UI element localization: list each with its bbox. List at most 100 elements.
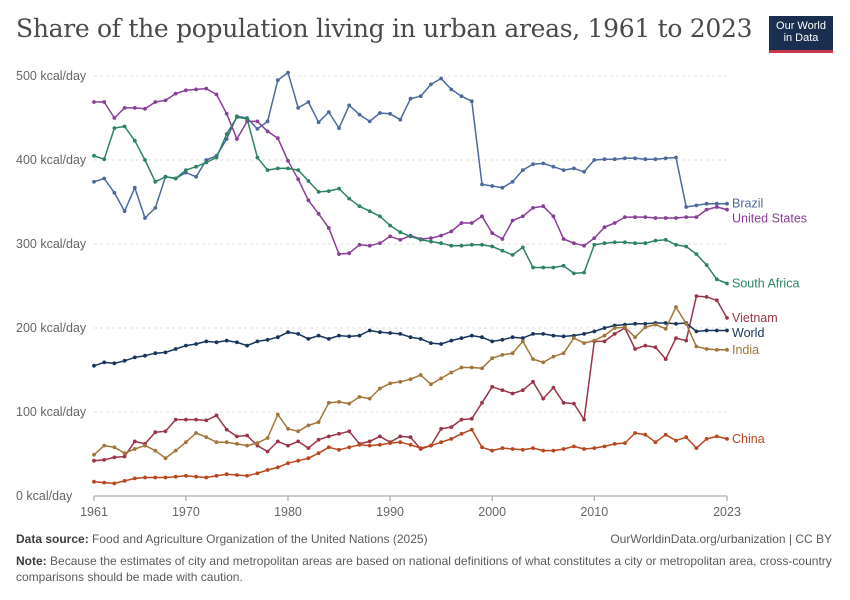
data-point-vietnam[interactable] <box>439 426 443 431</box>
data-point-brazil[interactable] <box>316 120 321 125</box>
data-point-world[interactable] <box>357 333 362 338</box>
data-point-brazil[interactable] <box>255 126 260 131</box>
data-point-world[interactable] <box>388 331 392 335</box>
data-point-india[interactable] <box>633 335 637 340</box>
data-point-brazil[interactable] <box>612 157 617 162</box>
data-point-vietnam[interactable] <box>286 443 290 448</box>
data-point-china[interactable] <box>714 434 719 439</box>
data-point-vietnam[interactable] <box>296 439 301 444</box>
data-point-china[interactable] <box>92 479 96 484</box>
data-point-brazil[interactable] <box>347 103 352 108</box>
data-point-china[interactable] <box>551 448 556 453</box>
data-point-china[interactable] <box>245 473 250 478</box>
data-point-china[interactable] <box>408 442 413 447</box>
data-point-india[interactable] <box>173 448 178 453</box>
data-point-brazil[interactable] <box>633 156 637 161</box>
data-point-brazil[interactable] <box>408 96 413 101</box>
data-point-united-states[interactable] <box>163 98 168 103</box>
data-point-brazil[interactable] <box>469 99 474 104</box>
data-point-vietnam[interactable] <box>541 396 546 401</box>
data-point-brazil[interactable] <box>551 164 556 169</box>
data-point-india[interactable] <box>367 396 372 401</box>
data-point-vietnam[interactable] <box>92 458 96 463</box>
data-point-brazil[interactable] <box>592 158 597 162</box>
data-point-vietnam[interactable] <box>367 439 372 444</box>
data-point-india[interactable] <box>194 431 199 435</box>
data-point-brazil[interactable] <box>480 182 484 187</box>
data-point-world[interactable] <box>449 338 454 343</box>
data-point-china[interactable] <box>378 442 382 447</box>
data-point-south-africa[interactable] <box>653 238 658 243</box>
data-point-brazil[interactable] <box>112 190 117 195</box>
data-point-india[interactable] <box>224 440 229 445</box>
data-point-united-states[interactable] <box>449 229 454 234</box>
data-point-india[interactable] <box>245 443 250 448</box>
data-point-united-states[interactable] <box>357 242 362 247</box>
data-point-united-states[interactable] <box>214 92 219 97</box>
data-point-world[interactable] <box>582 332 586 336</box>
data-point-united-states[interactable] <box>153 100 158 104</box>
data-point-brazil[interactable] <box>102 176 107 181</box>
data-point-brazil[interactable] <box>582 169 586 174</box>
data-point-south-africa[interactable] <box>388 223 392 228</box>
data-point-united-states[interactable] <box>316 211 321 216</box>
owid-logo[interactable]: Our World in Data <box>769 16 833 53</box>
data-point-brazil[interactable] <box>531 162 535 167</box>
data-point-brazil[interactable] <box>418 94 423 99</box>
data-point-brazil[interactable] <box>541 161 546 166</box>
data-point-vietnam[interactable] <box>561 400 566 405</box>
data-point-world[interactable] <box>418 337 423 341</box>
data-point-world[interactable] <box>633 321 637 326</box>
data-point-china[interactable] <box>132 476 137 481</box>
data-point-china[interactable] <box>704 437 709 441</box>
data-point-india[interactable] <box>653 322 658 327</box>
data-point-south-africa[interactable] <box>490 244 495 249</box>
data-point-india[interactable] <box>255 441 260 445</box>
data-point-world[interactable] <box>429 341 433 345</box>
data-point-china[interactable] <box>694 446 699 450</box>
data-point-world[interactable] <box>122 358 127 363</box>
data-point-world[interactable] <box>245 343 250 348</box>
data-point-india[interactable] <box>378 386 382 391</box>
data-point-united-states[interactable] <box>143 106 147 111</box>
data-point-united-states[interactable] <box>704 207 709 212</box>
data-point-vietnam[interactable] <box>163 429 168 434</box>
series-label-china[interactable]: China <box>732 432 765 446</box>
data-point-brazil[interactable] <box>132 185 137 190</box>
data-point-china[interactable] <box>725 437 729 441</box>
data-point-united-states[interactable] <box>592 236 597 241</box>
data-point-world[interactable] <box>439 342 443 346</box>
data-point-united-states[interactable] <box>490 231 495 236</box>
data-point-south-africa[interactable] <box>132 138 137 143</box>
data-point-south-africa[interactable] <box>725 281 729 286</box>
data-point-united-states[interactable] <box>520 214 525 219</box>
data-source-text[interactable]: Food and Agriculture Organization of the… <box>92 532 428 546</box>
data-point-world[interactable] <box>204 339 209 344</box>
data-point-vietnam[interactable] <box>602 339 607 344</box>
data-point-china[interactable] <box>306 456 311 461</box>
data-point-united-states[interactable] <box>132 106 137 110</box>
data-point-world[interactable] <box>551 333 556 338</box>
data-point-china[interactable] <box>643 432 648 437</box>
data-point-united-states[interactable] <box>663 216 668 220</box>
data-point-china[interactable] <box>449 437 454 441</box>
data-point-brazil[interactable] <box>694 203 699 208</box>
data-point-india[interactable] <box>510 351 515 356</box>
data-point-india[interactable] <box>684 321 689 326</box>
data-point-india[interactable] <box>102 443 107 448</box>
data-point-south-africa[interactable] <box>347 196 352 201</box>
data-point-world[interactable] <box>235 340 239 345</box>
data-point-vietnam[interactable] <box>326 434 331 439</box>
data-point-vietnam[interactable] <box>582 417 586 422</box>
data-point-india[interactable] <box>429 382 433 387</box>
data-point-india[interactable] <box>163 456 168 461</box>
data-point-china[interactable] <box>163 475 168 480</box>
data-point-vietnam[interactable] <box>694 294 699 298</box>
data-point-world[interactable] <box>102 360 107 365</box>
data-point-south-africa[interactable] <box>704 263 709 267</box>
data-point-india[interactable] <box>541 360 546 365</box>
data-point-india[interactable] <box>602 333 607 338</box>
data-point-vietnam[interactable] <box>347 429 352 434</box>
data-point-china[interactable] <box>275 465 280 470</box>
data-point-china[interactable] <box>663 432 668 437</box>
